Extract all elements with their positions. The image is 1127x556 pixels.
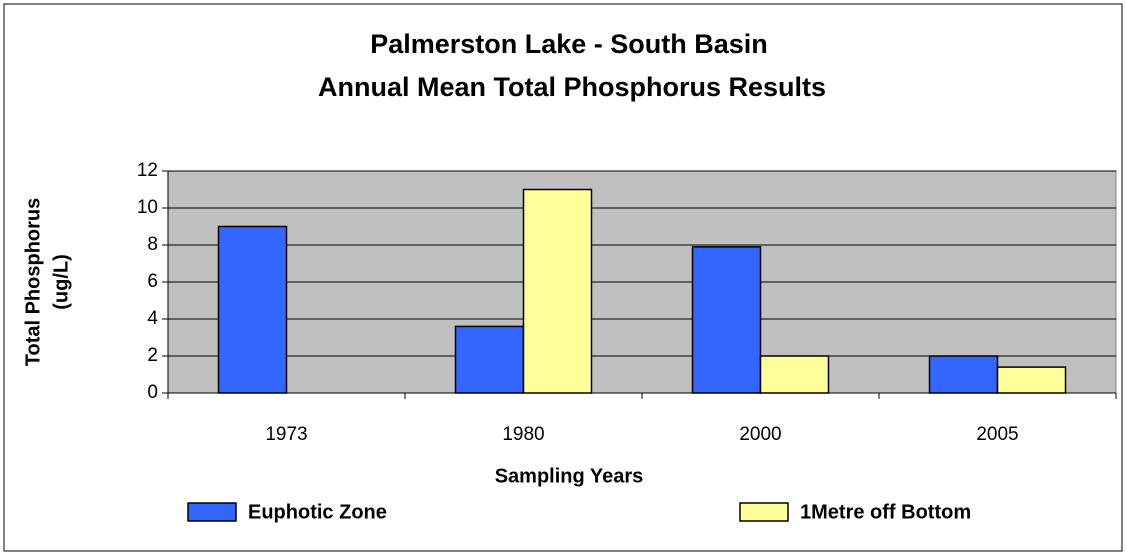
x-tick-label: 2005: [976, 424, 1018, 445]
bar: [996, 366, 1067, 394]
legend-swatch: [739, 502, 789, 522]
x-tick-label: 1973: [265, 424, 307, 445]
bar: [454, 325, 525, 394]
bar: [691, 246, 762, 394]
y-axis-label: Total Phosphorus: [22, 198, 44, 367]
y-tick-label: 12: [137, 160, 158, 181]
x-axis-label: Sampling Years: [495, 465, 644, 487]
bar: [928, 355, 999, 394]
legend-label: 1Metre off Bottom: [800, 501, 971, 523]
bar: [522, 188, 593, 394]
legend-label: Euphotic Zone: [248, 501, 387, 523]
x-tick-label: 2000: [739, 424, 781, 445]
y-tick-label: 4: [147, 308, 158, 329]
y-tick-label: 8: [147, 234, 158, 255]
y-axis-unit: (ug/L): [50, 254, 72, 310]
chart-title: Palmerston Lake - South Basin: [370, 29, 768, 59]
y-tick-label: 2: [147, 345, 158, 366]
y-tick-label: 10: [137, 197, 158, 218]
legend-swatch: [187, 502, 237, 522]
bar: [217, 225, 288, 394]
chart-subtitle: Annual Mean Total Phosphorus Results: [318, 72, 826, 102]
y-tick-label: 6: [147, 271, 158, 292]
bar: [759, 355, 830, 394]
x-tick-label: 1980: [502, 424, 544, 445]
y-tick-label: 0: [147, 382, 158, 403]
